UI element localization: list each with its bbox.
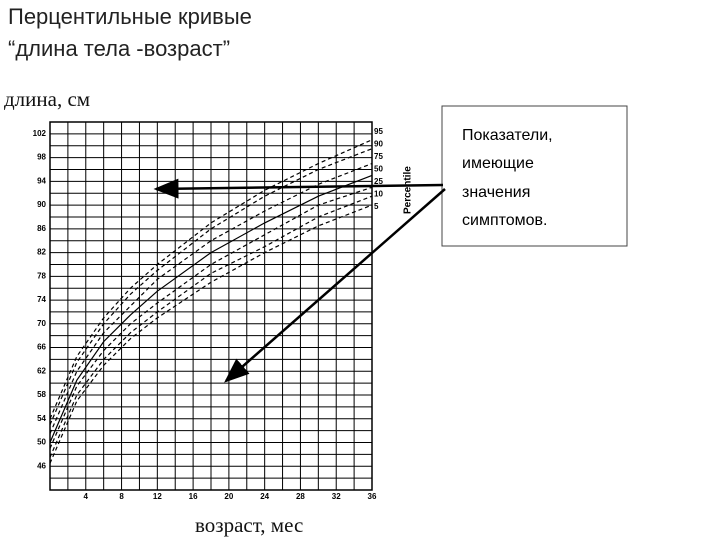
y-tick-label: 50 (37, 438, 46, 447)
percentile-line (49, 186, 373, 449)
legend-label: 10 (374, 190, 383, 199)
legend-label: 75 (374, 152, 383, 161)
x-tick-label: 20 (224, 492, 233, 501)
y-tick-label: 74 (37, 295, 46, 304)
plot-frame (49, 121, 373, 491)
y-tick-label: 102 (33, 129, 47, 138)
x-tick-label: 16 (189, 492, 198, 501)
y-tick-label: 82 (37, 248, 46, 257)
y-tick-label: 86 (37, 224, 46, 233)
y-tick-label: 62 (37, 366, 46, 375)
legend-label: 95 (374, 127, 383, 136)
y-tick-label: 70 (37, 319, 46, 328)
y-tick-label: 90 (37, 200, 46, 209)
legend-label: 90 (374, 140, 383, 149)
x-tick-label: 32 (332, 492, 341, 501)
percentile-line (49, 148, 373, 425)
callout-text: Показатели, (462, 127, 553, 144)
legend-title: Percentile (403, 166, 414, 214)
percentile-line (49, 195, 373, 458)
y-axis-label: длина, см (4, 87, 90, 111)
callout-text: имеющие (462, 155, 534, 172)
x-tick-label: 28 (296, 492, 305, 501)
x-tick-label: 12 (153, 492, 162, 501)
callout-text: симптомов. (462, 212, 548, 229)
arrow (224, 188, 446, 383)
x-tick-label: 36 (368, 492, 377, 501)
x-tick-label: 4 (84, 492, 89, 501)
arrow (153, 178, 444, 199)
legend-label: 5 (374, 202, 379, 211)
y-tick-label: 66 (37, 343, 46, 352)
percentile-line (49, 139, 373, 420)
x-tick-label: 8 (119, 492, 124, 501)
percentile-line (49, 162, 373, 434)
callout-text: значения (462, 184, 530, 201)
x-tick-label: 24 (260, 492, 269, 501)
legend-label: 25 (374, 177, 383, 186)
x-axis-label: возраст, мес (195, 513, 303, 537)
y-tick-label: 98 (37, 153, 46, 162)
y-tick-label: 78 (37, 271, 46, 280)
y-tick-label: 58 (37, 390, 46, 399)
y-tick-label: 94 (37, 176, 46, 185)
chart-title: Перцентильные кривые (8, 4, 252, 29)
chart-title: “длина тела -возраст” (8, 36, 230, 61)
callout-box (441, 105, 628, 247)
percentile-line (49, 174, 373, 443)
percentile-line (49, 204, 373, 464)
legend-label: 50 (374, 165, 383, 174)
y-tick-label: 46 (37, 461, 46, 470)
y-tick-label: 54 (37, 414, 46, 423)
